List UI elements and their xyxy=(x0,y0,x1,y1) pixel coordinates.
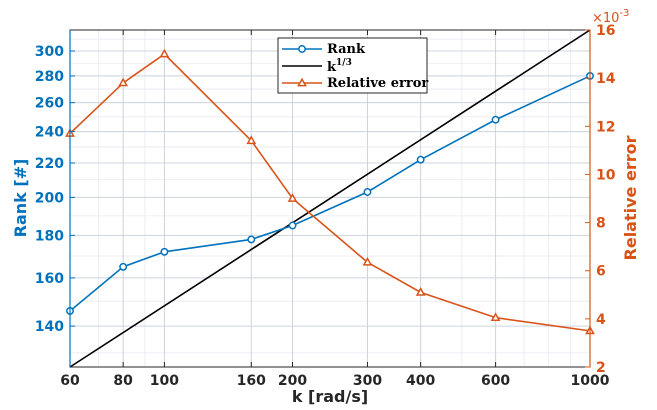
x-tick-label: 160 xyxy=(237,373,266,389)
relative-error-point xyxy=(118,77,129,87)
rank-point xyxy=(363,188,372,196)
tick-layer: 60 80 100 160 200 300 400 600 100014016018020022… xyxy=(35,23,616,389)
y-right-tick-label: 2 xyxy=(596,360,606,376)
y-right-axis-label: Relative error xyxy=(621,135,640,260)
legend-label-rank: Rank xyxy=(327,42,366,57)
rank-point xyxy=(247,235,256,244)
rank-point xyxy=(491,115,500,124)
x-tick-label: 100 xyxy=(150,373,179,389)
relative-error-point xyxy=(287,193,298,202)
legend-entry-k13: k1/3 xyxy=(282,58,352,75)
relative-error-point xyxy=(362,256,373,266)
rank-point xyxy=(288,221,297,230)
y-left-tick-label: 260 xyxy=(35,96,64,112)
x-tick-label: 1000 xyxy=(571,373,610,389)
x-tick-label: 400 xyxy=(406,373,435,389)
y-right-tick-label: 14 xyxy=(596,71,616,87)
x-tick-label: 300 xyxy=(353,373,382,389)
y-left-tick-label: 240 xyxy=(35,125,64,141)
y-right-tick-label: 6 xyxy=(596,264,606,280)
relative-error-point xyxy=(490,312,501,322)
y-left-axis-label: Rank [#] xyxy=(11,159,30,238)
series-relative-error-line xyxy=(69,53,591,332)
x-tick-label: 600 xyxy=(481,373,510,389)
relative-error-point xyxy=(246,135,257,145)
legend-label-relative-error: Relative error xyxy=(327,76,428,91)
y-right-tick-label: 8 xyxy=(596,216,606,232)
y-left-tick-label: 200 xyxy=(35,190,64,206)
relative-error-point xyxy=(415,287,426,296)
x-tick-label: 200 xyxy=(278,373,307,389)
y-left-tick-label: 300 xyxy=(35,44,64,60)
y-right-tick-label: 16 xyxy=(596,23,615,39)
rank-point xyxy=(119,262,128,271)
y-left-tick-label: 180 xyxy=(35,228,64,244)
rank-point xyxy=(416,155,425,164)
legend-entry-relative-error: Relative error xyxy=(282,76,428,91)
right-axis-exponent: ×10-3 xyxy=(592,8,629,26)
y-right-tick-label: 10 xyxy=(596,167,616,183)
x-axis-label: k [rad/s] xyxy=(292,387,368,406)
legend: Rank k1/3 Relative error xyxy=(277,37,428,94)
series-k13-line xyxy=(69,29,591,368)
y-left-tick-label: 280 xyxy=(35,69,64,85)
y-left-tick-label: 160 xyxy=(35,271,64,287)
x-tick-label: 60 xyxy=(60,373,80,389)
x-tick-label: 80 xyxy=(113,373,133,389)
series-layer xyxy=(65,29,595,368)
series-rank-line xyxy=(69,75,591,312)
y-left-tick-label: 140 xyxy=(35,319,64,335)
y-left-tick-label: 220 xyxy=(35,156,64,172)
legend-label-k13: k1/3 xyxy=(327,58,352,75)
rank-point xyxy=(160,247,169,256)
y-right-tick-label: 4 xyxy=(596,312,606,328)
relative-error-point xyxy=(159,48,170,58)
y-right-tick-label: 12 xyxy=(596,119,615,135)
legend-entry-rank: Rank xyxy=(282,42,366,57)
